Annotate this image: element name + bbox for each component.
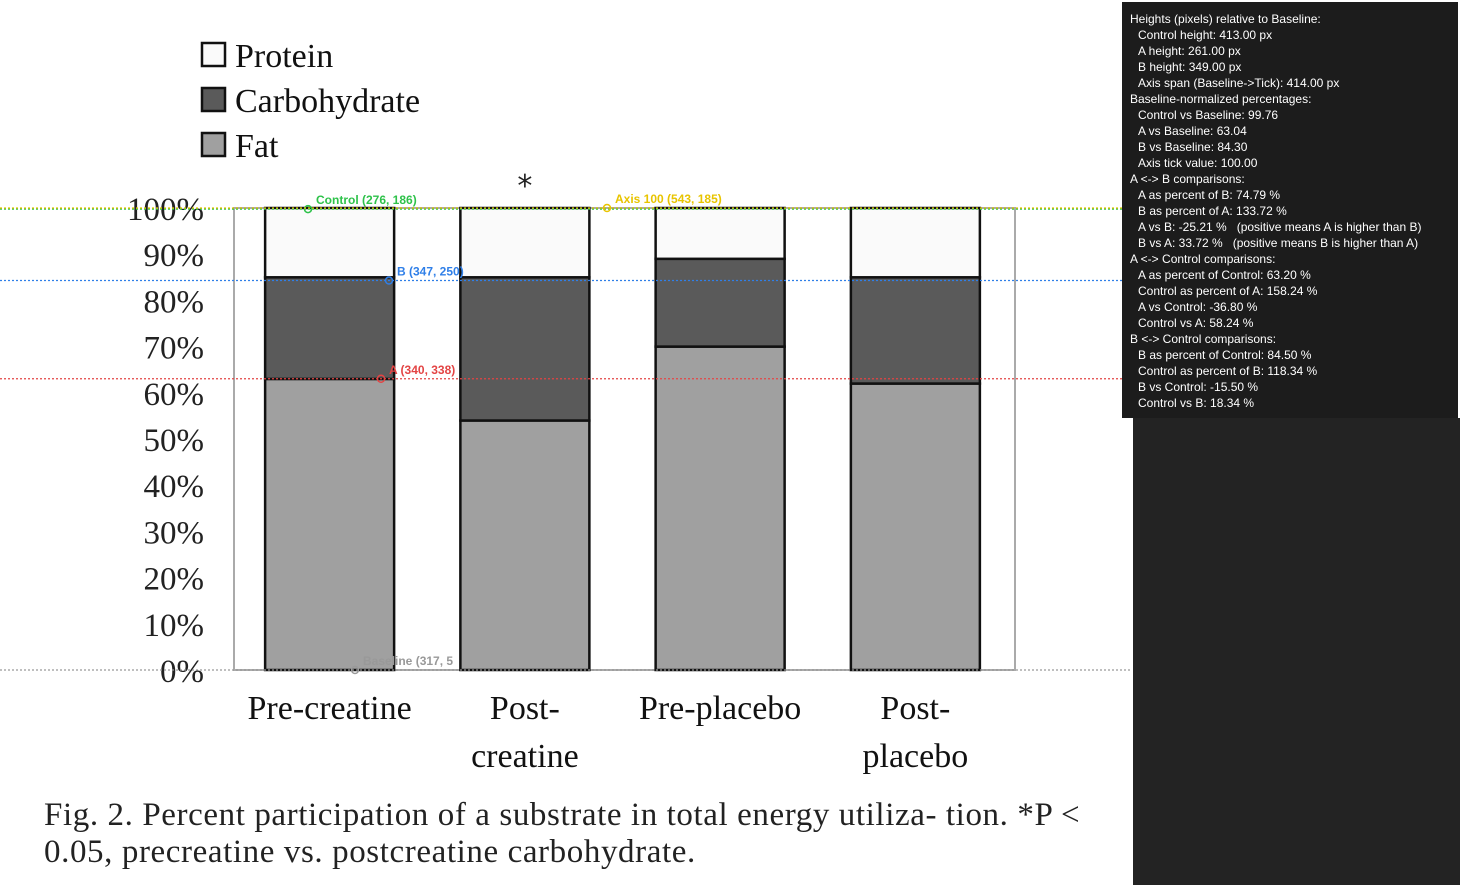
info-panel-line: A <-> Control comparisons: bbox=[1130, 252, 1276, 266]
legend: Protein Carbohydrate Fat bbox=[200, 38, 420, 165]
annotation-label: Control (276, 186) bbox=[316, 193, 417, 207]
significance-asterisk: * bbox=[517, 169, 532, 204]
x-category-label: Pre-creatine bbox=[248, 690, 412, 727]
info-panel-line: A vs Control: -36.80 % bbox=[1138, 300, 1258, 314]
bar-protein-post-creatine bbox=[459, 206, 591, 279]
x-category-label-line: creatine bbox=[471, 738, 579, 775]
annotation-point bbox=[384, 276, 394, 285]
annotation-label: B (347, 250) bbox=[397, 265, 464, 279]
bar-fat-post-creatine bbox=[459, 419, 591, 672]
annotation-point bbox=[602, 203, 612, 213]
x-category-label: Post-creatine bbox=[471, 690, 579, 775]
y-tick-label: 100% bbox=[127, 192, 204, 228]
annotation-label: Axis 100 (543, 185) bbox=[615, 192, 722, 206]
x-category-label-line: Pre-creatine bbox=[248, 690, 412, 727]
info-panel-line: A as percent of Control: 63.20 % bbox=[1138, 268, 1311, 282]
x-category-label: Post-placebo bbox=[863, 690, 969, 775]
x-axis-labels: Pre-creatine Post-creatine Pre-placebo Post… bbox=[248, 690, 969, 775]
y-tick-label: 20% bbox=[144, 562, 205, 598]
y-tick-label: 60% bbox=[144, 377, 205, 413]
annotation-label: Baseline (317, 5 bbox=[363, 654, 453, 668]
info-panel-line: Control vs B: 18.34 % bbox=[1138, 396, 1255, 410]
significance-marker-group: * bbox=[517, 169, 532, 204]
y-axis: 0% 10% 20% 30% 40% 50% 60% 70% 80% 90% 100% bbox=[127, 192, 204, 690]
annotation-point bbox=[303, 204, 313, 214]
legend-swatch-fat bbox=[200, 131, 227, 158]
info-panel-line: B vs Baseline: 84.30 bbox=[1138, 140, 1248, 154]
x-category-label-line: Pre-placebo bbox=[639, 690, 801, 727]
bar-carbohydrate-post-creatine bbox=[459, 276, 591, 422]
bar-fat-pre-creatine bbox=[263, 377, 396, 672]
bar-fat-pre-placebo bbox=[654, 345, 786, 672]
info-panel-line: A height: 261.00 px bbox=[1138, 44, 1241, 58]
info-panel-line: A as percent of B: 74.79 % bbox=[1138, 188, 1281, 202]
bar-protein-pre-placebo bbox=[654, 206, 786, 261]
info-panel-line: B vs A: 33.72 % (positive means B is hig… bbox=[1138, 236, 1419, 250]
y-tick-label: 10% bbox=[144, 608, 205, 644]
info-panel-line: A vs B: -25.21 % (positive means A is hi… bbox=[1138, 220, 1422, 234]
info-panel-line: Axis span (Baseline->Tick): 414.00 px bbox=[1138, 76, 1340, 90]
y-tick-label: 80% bbox=[144, 284, 205, 320]
dark-side-panel bbox=[1133, 418, 1460, 885]
y-tick-label: 30% bbox=[144, 515, 205, 551]
y-tick-label: 0% bbox=[160, 654, 204, 690]
x-category-label-line: placebo bbox=[863, 738, 969, 775]
y-tick-label: 70% bbox=[144, 331, 205, 367]
bar-fat-post-placebo bbox=[849, 382, 982, 672]
info-panel-line: Control vs Baseline: 99.76 bbox=[1138, 108, 1279, 122]
info-panel-line: A vs Baseline: 63.04 bbox=[1138, 124, 1247, 138]
legend-label-carbohydrate: Carbohydrate bbox=[235, 83, 420, 120]
bar-protein-pre-creatine bbox=[263, 206, 396, 279]
x-category-label-line: Post- bbox=[880, 690, 950, 727]
info-panel-line: B height: 349.00 px bbox=[1138, 60, 1242, 74]
bar-carbohydrate-pre-creatine bbox=[263, 276, 396, 381]
figure-caption: Fig. 2. Percent participation of a subst… bbox=[44, 797, 1081, 870]
annotation-label: A (340, 338) bbox=[389, 363, 455, 377]
x-category-label-line: Post- bbox=[490, 690, 560, 727]
y-tick-label: 50% bbox=[144, 423, 205, 459]
legend-label-protein: Protein bbox=[235, 38, 333, 75]
info-panel-line: B as percent of Control: 84.50 % bbox=[1138, 348, 1312, 362]
y-tick-label: 40% bbox=[144, 469, 205, 505]
info-panel-line: B vs Control: -15.50 % bbox=[1138, 380, 1259, 394]
legend-swatch-protein bbox=[200, 41, 227, 68]
info-panel-line: Heights (pixels) relative to Baseline: bbox=[1130, 12, 1321, 26]
bar-carbohydrate-post-placebo bbox=[849, 276, 982, 385]
info-panel-line: B as percent of A: 133.72 % bbox=[1138, 204, 1287, 218]
stacked-bar-chart: Protein Carbohydrate Fat 0% 10% 20% 30% 40% 50%… bbox=[0, 38, 1130, 775]
info-panel-line: A <-> B comparisons: bbox=[1130, 172, 1245, 186]
annotation-point bbox=[376, 374, 386, 384]
info-panel-line: B <-> Control comparisons: bbox=[1130, 332, 1277, 346]
annotation-point bbox=[350, 665, 360, 675]
x-category-label: Pre-placebo bbox=[639, 690, 801, 727]
legend-swatch-carbohydrate bbox=[200, 86, 227, 113]
y-tick-label: 90% bbox=[144, 238, 205, 274]
info-panel-line: Control height: 413.00 px bbox=[1138, 28, 1273, 42]
info-panel-line: Control as percent of B: 118.34 % bbox=[1138, 364, 1318, 378]
info-panel-line: Axis tick value: 100.00 bbox=[1138, 156, 1258, 170]
bar-protein-post-placebo bbox=[849, 206, 982, 279]
bars bbox=[263, 206, 982, 672]
measurement-info-panel: Heights (pixels) relative to Baseline: Co… bbox=[1122, 2, 1458, 418]
info-panel-line: Control vs A: 58.24 % bbox=[1138, 316, 1254, 330]
info-panel-line: Control as percent of A: 158.24 % bbox=[1138, 284, 1318, 298]
legend-label-fat: Fat bbox=[235, 128, 279, 165]
bar-carbohydrate-pre-placebo bbox=[654, 257, 786, 348]
info-panel-line: Baseline-normalized percentages: bbox=[1130, 92, 1312, 106]
measurement-annotations: Control (276, 186) Axis 100 (543, 185) B (… bbox=[0, 192, 1130, 675]
